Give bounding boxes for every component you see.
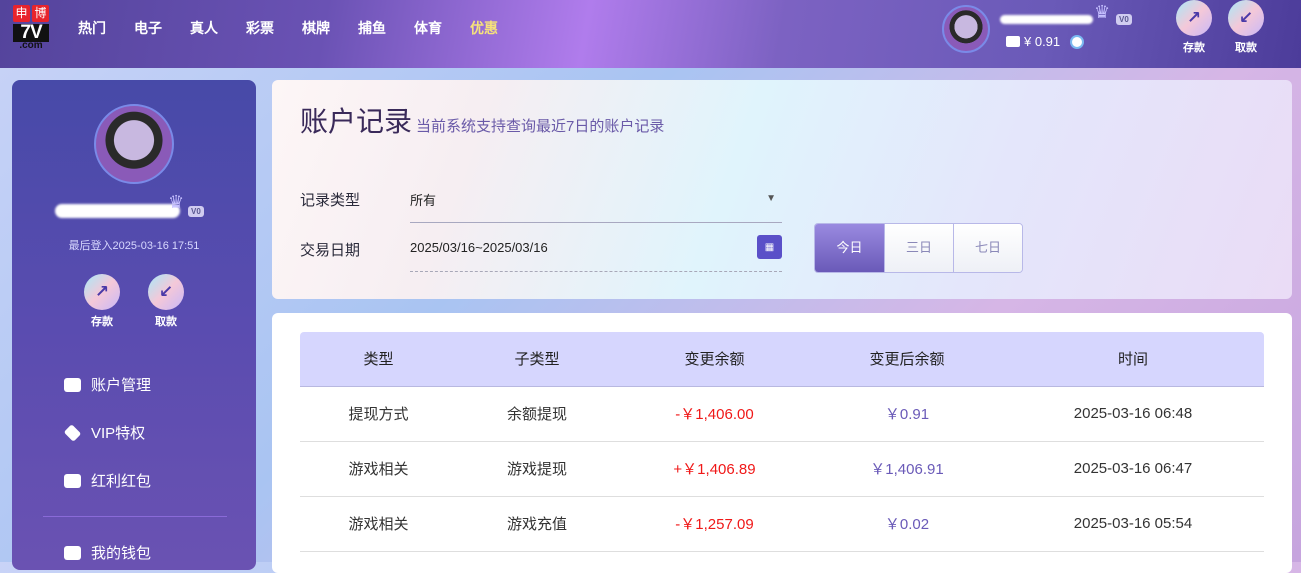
header-avatar[interactable] [942,5,990,53]
deposit-icon: ↗ [1176,0,1212,36]
diamond-icon [63,423,82,442]
col-type: 类型 [300,332,457,387]
vip-badge: V0 [188,206,204,217]
col-after: 变更后余额 [812,332,1002,387]
cell-after: ￥0.02 [812,496,1002,552]
username-redacted [1000,15,1093,24]
username-redacted [55,204,180,218]
cell-change: +￥1,406.89 [617,441,812,497]
crown-icon: ♛ [1094,2,1111,22]
wallet-icon [64,545,81,560]
logo-text: 7V [13,23,49,42]
main-nav: 热门 电子 真人 彩票 棋牌 捕鱼 体育 优惠 [78,18,526,38]
cell-time: 2025-03-16 05:54 [1002,496,1264,552]
calendar-icon[interactable]: ▦ [757,235,782,259]
date-range-input[interactable]: 2025/03/16~2025/03/16 ▦ [410,235,782,272]
menu-label: 红利红包 [91,473,152,490]
sidebar-item-bonus[interactable]: 红利红包 [64,470,151,491]
crown-icon: ♛ [168,192,185,212]
cell-subtype: 余额提现 [457,386,617,442]
col-time: 时间 [1002,332,1264,387]
top-header: 申博 7V .com 热门 电子 真人 彩票 棋牌 捕鱼 体育 优惠 ♛ V0 … [0,0,1301,68]
table-row: 游戏相关 游戏充值 -￥1,257.09 ￥0.02 2025-03-16 05:54 [300,496,1264,552]
cell-type: 游戏相关 [300,496,457,552]
sidebar-avatar[interactable] [94,104,174,184]
table-row: 游戏相关 游戏提现 +￥1,406.89 ￥1,406.91 2025-03-16 06… [300,441,1264,497]
menu-label: 我的钱包 [91,545,152,562]
header-withdraw-button[interactable]: ↙ 取款 [1228,0,1264,55]
sidebar-item-wallet[interactable]: 我的钱包 [64,542,151,563]
withdraw-label: 取款 [1235,42,1257,54]
date-range-tabs: 今日 三日 七日 [814,223,1023,273]
logo-char: 博 [32,5,49,22]
sidebar-deposit-button[interactable]: ↗ 存款 [84,274,120,329]
page-title: 账户记录 [300,106,413,137]
cell-type: 游戏相关 [300,441,457,497]
logo-domain: .com [19,40,43,51]
nav-fishing[interactable]: 捕鱼 [358,20,386,36]
cell-time: 2025-03-16 06:48 [1002,386,1264,442]
sidebar-item-account[interactable]: 账户管理 [64,374,151,395]
sidebar-withdraw-button[interactable]: ↙ 取款 [148,274,184,329]
cell-type: 提现方式 [300,386,457,442]
sidebar-item-vip[interactable]: VIP特权 [63,422,146,443]
vip-badge: V0 [1116,14,1132,25]
logo-char: 申 [13,5,30,22]
header-deposit-button[interactable]: ↗ 存款 [1176,0,1212,55]
menu-label: VIP特权 [91,425,146,442]
tab-today[interactable]: 今日 [815,224,884,272]
deposit-label: 存款 [91,316,113,328]
date-label: 交易日期 [300,242,361,259]
page-subtitle: 当前系统支持查询最近7日的账户记录 [416,118,665,135]
envelope-icon [64,473,81,488]
sidebar: ♛ V0 最后登入2025-03-16 17:51 ↗ 存款 ↙ 取款 账户管理… [12,80,256,570]
cell-change: -￥1,406.00 [617,386,812,442]
records-card: 类型 子类型 变更余额 变更后余额 时间 提现方式 余额提现 -￥1,406.00 ￥… [272,313,1292,573]
nav-lottery[interactable]: 彩票 [246,20,274,36]
balance-value: ¥ 0.91 [1024,34,1061,49]
col-subtype: 子类型 [457,332,617,387]
tab-3-days[interactable]: 三日 [884,224,953,272]
wallet-icon [1006,36,1020,47]
record-type-value: 所有 [410,193,437,208]
header-balance: ¥ 0.91 [1006,34,1085,49]
nav-sports[interactable]: 体育 [414,20,442,36]
withdraw-icon: ↙ [1228,0,1264,36]
table-row: 提现方式 余额提现 -￥1,406.00 ￥0.91 2025-03-16 06:48 [300,386,1264,442]
nav-live[interactable]: 真人 [190,20,218,36]
caret-down-icon: ▼ [766,193,776,204]
card-icon [64,377,81,392]
refresh-icon[interactable] [1070,34,1085,49]
nav-promotions[interactable]: 优惠 [470,20,498,36]
withdraw-label: 取款 [155,316,177,328]
filter-card: 账户记录 当前系统支持查询最近7日的账户记录 记录类型 所有 ▼ 交易日期 2025… [272,80,1292,299]
withdraw-icon: ↙ [148,274,184,310]
nav-cards[interactable]: 棋牌 [302,20,330,36]
record-type-label: 记录类型 [300,192,361,209]
records-table: 类型 子类型 变更余额 变更后余额 时间 提现方式 余额提现 -￥1,406.00 ￥… [300,332,1264,552]
cell-after: ￥0.91 [812,386,1002,442]
cell-after: ￥1,406.91 [812,441,1002,497]
deposit-icon: ↗ [84,274,120,310]
record-type-select[interactable]: 所有 ▼ [410,190,782,223]
date-range-value: 2025/03/16~2025/03/16 [410,240,548,255]
cell-subtype: 游戏充值 [457,496,617,552]
col-change: 变更余额 [617,332,812,387]
menu-label: 账户管理 [91,377,152,394]
deposit-label: 存款 [1183,42,1205,54]
cell-time: 2025-03-16 06:47 [1002,441,1264,497]
nav-electronic[interactable]: 电子 [134,20,162,36]
site-logo[interactable]: 申博 7V .com [13,5,49,51]
cell-change: -￥1,257.09 [617,496,812,552]
nav-hot[interactable]: 热门 [78,20,106,36]
tab-7-days[interactable]: 七日 [953,224,1022,272]
last-login: 最后登入2025-03-16 17:51 [68,240,200,252]
divider [43,516,227,517]
cell-subtype: 游戏提现 [457,441,617,497]
